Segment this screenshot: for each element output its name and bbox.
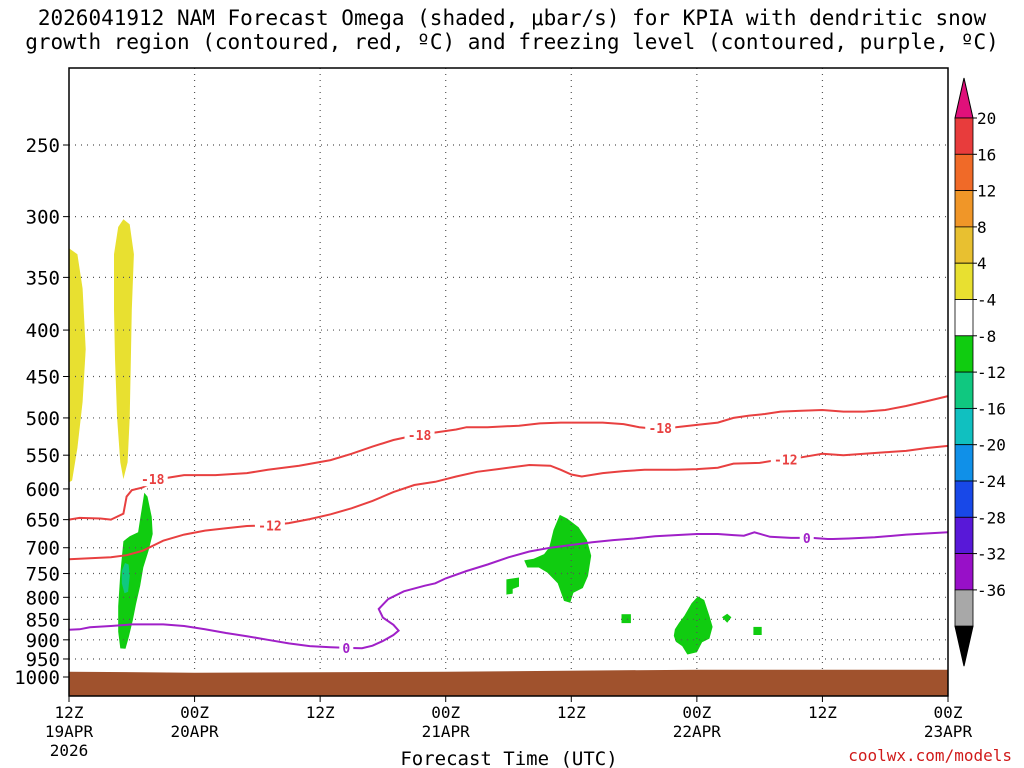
colorbar-label-0: 20 [977,109,996,128]
colorbar-segment-6 [954,335,974,373]
contour-label-bg [339,641,354,656]
colorbar-label-1: 16 [977,145,996,164]
contour-label-0-0: 0 [342,642,350,657]
contour-label-bg [799,530,814,545]
colorbar-label-11: -28 [977,508,1006,527]
colorbar-bottom-triangle [954,625,974,667]
contour-label--12-1: -12 [774,453,797,468]
shaded-omega-minus-4-b [524,514,592,603]
x-tick-label-72: 12Z [808,703,837,722]
site-credit: coolwx.com/models [848,746,1012,765]
colorbar-top-triangle [954,77,974,119]
colorbar-label-3: 8 [977,218,987,237]
contour-0 [68,531,949,650]
contour-label-bg [137,472,168,487]
colorbar-label-7: -12 [977,363,1006,382]
colorbar-segment-12 [954,553,974,591]
colorbar-segment-8 [954,407,974,446]
y-tick-label-400: 400 [26,320,60,342]
y-tick-label-300: 300 [26,207,60,229]
contour-label-bg [254,518,285,533]
contour-label-bg [404,427,435,442]
y-tick-label-650: 650 [26,510,60,532]
colorbar-label-2: 12 [977,182,996,201]
shaded-omega-minus-4-g [753,626,762,635]
y-tick-label-500: 500 [26,408,60,430]
x-tick-label-60: 00Z [682,703,711,722]
y-tick-label-700: 700 [26,538,60,560]
y-tick-label-1000: 1000 [14,667,60,689]
y-tick-label-800: 800 [26,587,60,609]
x-tick-label-24: 12Z [306,703,335,722]
colorbar-label-4: 4 [977,254,987,273]
colorbar-segment-3 [954,226,974,264]
y-tick-label-450: 450 [26,367,60,389]
y-tick-label-850: 850 [26,609,60,631]
x-tick-label-12: 00Z [180,703,209,722]
y-tick-label-750: 750 [26,564,60,586]
x-tick-sublabel-60: 22APR [673,722,722,741]
x-tick-label-36: 00Z [431,703,460,722]
colorbar-segment-11 [954,516,974,554]
shaded-omega-minus-4-d [621,614,631,624]
colorbar-segment-7 [954,371,974,409]
x-axis-label: Forecast Time (UTC) [400,748,617,768]
colorbar-label-9: -20 [977,436,1006,455]
colorbar-label-13: -36 [977,581,1006,600]
chart-title-line-1: 2026041912 NAM Forecast Omega (shaded, μ… [37,6,987,30]
x-tick-label-48: 12Z [557,703,586,722]
colorbar-segment-4 [954,262,974,300]
y-tick-label-550: 550 [26,445,60,467]
plot-area [69,68,948,696]
y-tick-label-600: 600 [26,479,60,501]
colorbar-label-12: -32 [977,545,1006,564]
contour-label--12-0: -12 [258,519,281,534]
colorbar-label-6: -8 [977,327,996,346]
shaded-omega-minus-4-c [506,577,519,595]
contour-label--18-1: -18 [408,429,432,444]
contour-label-bg [645,420,676,435]
colorbar-segment-0 [954,117,974,155]
y-tick-label-350: 350 [26,267,60,289]
x-tick-label-0: 12Z [55,703,84,722]
colorbar-label-10: -24 [977,472,1006,491]
y-tick-label-250: 250 [26,135,60,157]
contour-label-bg [770,452,801,467]
contour-label--18-2: -18 [648,422,672,437]
x-tick-year-label: 2026 [50,741,89,760]
shaded-omega-plus-4-b [114,219,134,480]
shaded-omega-minus-4-f [722,613,732,623]
chart-title-line-2: growth region (contoured, red, ºC) and f… [25,30,999,54]
shaded-omega-minus-4-a [118,492,153,649]
shaded-omega-minus-8-a [121,563,130,594]
x-tick-label-84: 00Z [934,703,963,722]
colorbar-segment-10 [954,480,974,518]
x-tick-sublabel-36: 21APR [422,722,471,741]
colorbar-segment-2 [954,190,974,228]
plot-frame [68,67,949,697]
contour-label-0-1: 0 [803,532,811,547]
y-tick-label-900: 900 [26,630,60,652]
colorbar-label-8: -16 [977,399,1006,418]
colorbar-segment-13 [954,589,974,627]
x-tick-sublabel-12: 20APR [170,722,219,741]
x-tick-sublabel-0: 19APR [45,722,94,741]
colorbar-label-5: -4 [977,291,996,310]
colorbar-segment-1 [954,153,974,192]
shaded-omega-minus-4-e [673,596,713,655]
ground-surface [69,669,948,696]
colorbar-segment-9 [954,444,974,482]
x-tick-sublabel-84: 23APR [924,722,973,741]
shaded-omega-plus-4-a [69,248,86,483]
colorbar-segment-5 [954,299,974,337]
contour-label--18-0: -18 [141,473,165,488]
y-tick-label-950: 950 [26,649,60,671]
